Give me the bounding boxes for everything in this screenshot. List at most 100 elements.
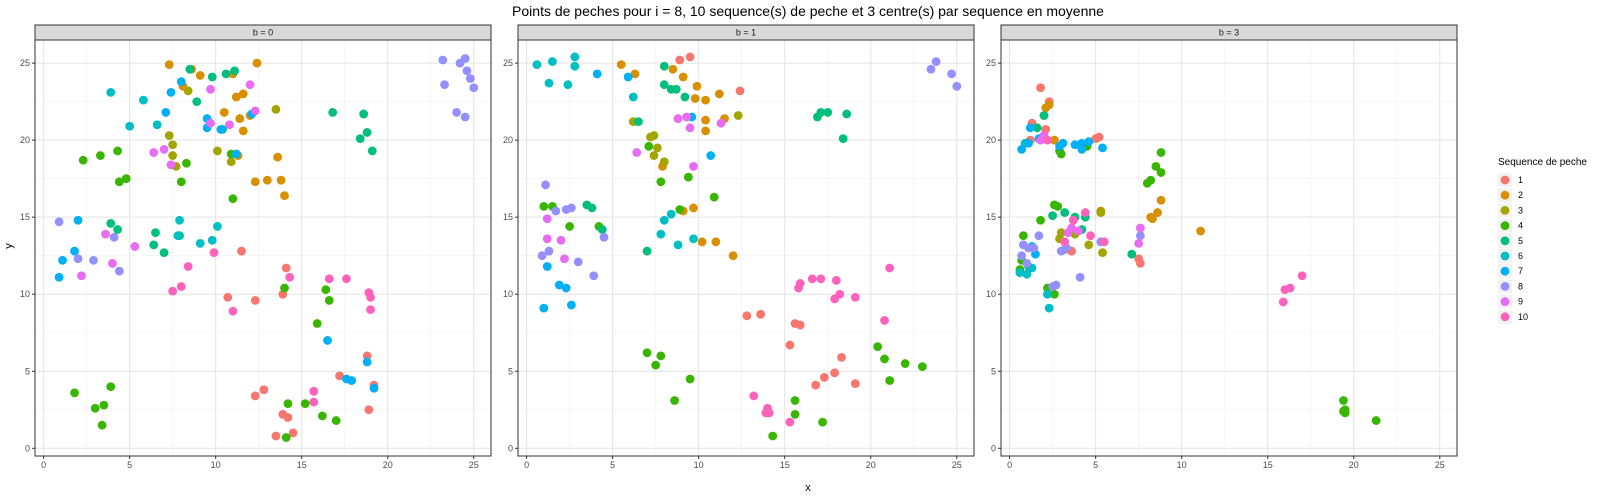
x-tick-label: 25 — [1435, 460, 1445, 470]
data-point-seq-5 — [1127, 249, 1137, 259]
y-tick-label: 15 — [20, 212, 30, 222]
data-point-seq-9 — [149, 148, 159, 157]
data-point-seq-6 — [1043, 289, 1052, 299]
data-point-seq-4 — [656, 351, 666, 361]
data-point-seq-9 — [130, 242, 140, 251]
data-point-seq-4 — [539, 202, 549, 211]
data-point-seq-8 — [73, 254, 83, 264]
data-point-seq-10 — [880, 316, 889, 325]
data-point-seq-10 — [309, 386, 319, 396]
data-point-seq-7 — [1070, 140, 1080, 150]
data-point-seq-4 — [1018, 231, 1028, 241]
data-point-seq-6 — [548, 57, 557, 66]
data-point-seq-7 — [1017, 144, 1027, 154]
y-tick-label: 10 — [986, 289, 996, 299]
data-point-seq-4 — [790, 396, 800, 405]
data-point-seq-2 — [714, 89, 724, 99]
data-point-seq-10 — [228, 306, 238, 316]
data-point-seq-10 — [366, 305, 375, 315]
data-point-seq-10 — [785, 417, 795, 427]
data-point-seq-6 — [570, 61, 580, 71]
data-point-seq-9 — [166, 160, 176, 170]
data-point-seq-2 — [711, 237, 721, 247]
data-point-seq-7 — [1084, 137, 1094, 147]
data-point-seq-2 — [701, 126, 710, 136]
data-point-seq-2 — [689, 203, 698, 213]
data-point-seq-10 — [1285, 283, 1295, 293]
data-point-seq-7 — [161, 108, 171, 117]
data-point-seq-9 — [159, 144, 169, 154]
data-point-seq-7 — [542, 262, 552, 271]
data-point-seq-4 — [331, 416, 341, 425]
data-point-seq-2 — [252, 58, 262, 68]
data-point-seq-2 — [1156, 195, 1166, 205]
data-point-seq-4 — [321, 285, 331, 294]
data-point-seq-9 — [542, 214, 552, 224]
x-tick-label: 10 — [211, 460, 221, 470]
data-point-seq-2 — [1196, 226, 1206, 236]
data-point-seq-10 — [1086, 231, 1095, 241]
data-point-seq-6 — [207, 235, 217, 245]
data-point-seq-8 — [462, 66, 472, 76]
data-point-seq-4 — [283, 399, 293, 409]
data-point-seq-6 — [570, 52, 580, 62]
data-point-seq-8 — [460, 112, 470, 122]
data-point-seq-6 — [106, 87, 116, 97]
data-point-seq-7 — [554, 280, 564, 290]
x-tick-label: 5 — [127, 460, 132, 470]
data-point-seq-10 — [1297, 271, 1307, 281]
data-point-seq-7 — [347, 376, 357, 385]
legend: Sequence de peche 1 2 3 4 5 6 7 8 9 10 — [1498, 157, 1587, 324]
data-point-seq-3 — [183, 86, 193, 96]
data-point-seq-10 — [831, 275, 841, 285]
data-point-seq-10 — [1060, 237, 1070, 247]
data-point-seq-2 — [728, 251, 738, 261]
data-point-seq-3 — [652, 143, 662, 153]
facet-strip-label: b = 0 — [253, 28, 273, 38]
data-point-seq-2 — [164, 60, 174, 70]
data-point-seq-2 — [262, 175, 272, 185]
data-point-seq-2 — [280, 191, 289, 201]
data-point-seq-4 — [121, 174, 131, 184]
data-point-seq-1 — [335, 371, 344, 381]
data-point-seq-3 — [213, 146, 222, 156]
data-point-seq-7 — [1058, 138, 1068, 148]
data-point-seq-6 — [175, 215, 184, 225]
x-tick-label: 15 — [780, 460, 790, 470]
data-point-seq-4 — [1056, 149, 1066, 159]
data-point-seq-4 — [768, 431, 778, 441]
legend-label-seq-8: 8 — [1518, 281, 1523, 291]
legend-title: Sequence de peche — [1498, 157, 1587, 168]
data-point-seq-4 — [95, 151, 105, 160]
data-point-seq-5 — [113, 225, 122, 234]
x-tick-label: 5 — [610, 460, 615, 470]
data-point-seq-2 — [235, 114, 245, 123]
data-point-seq-8 — [109, 232, 119, 242]
panel-border — [1000, 39, 1458, 457]
data-point-seq-4 — [1339, 396, 1348, 405]
data-point-seq-5 — [838, 134, 848, 144]
data-point-seq-9 — [1067, 223, 1076, 233]
x-tick-label: 20 — [866, 460, 876, 470]
data-point-seq-10 — [176, 282, 186, 291]
data-point-seq-7 — [54, 272, 64, 282]
data-point-seq-2 — [1044, 100, 1054, 110]
facet-panel-1: b = 0 0 0 5 5 10 10 15 15 20 20 25 25 — [20, 24, 492, 470]
data-point-seq-2 — [238, 89, 248, 99]
data-point-seq-9 — [1134, 238, 1144, 248]
data-point-seq-2 — [668, 64, 678, 74]
data-point-seq-9 — [682, 112, 692, 122]
x-tick-label: 10 — [694, 460, 704, 470]
y-tick-label: 25 — [503, 58, 513, 68]
data-point-seq-7 — [70, 246, 79, 256]
data-point-seq-1 — [259, 385, 269, 395]
y-tick-label: 20 — [503, 135, 513, 145]
data-point-seq-4 — [670, 396, 679, 405]
data-point-seq-1 — [756, 309, 766, 319]
data-point-seq-4 — [885, 376, 895, 385]
data-point-seq-5 — [680, 92, 690, 102]
data-point-seq-5 — [659, 80, 669, 90]
data-point-seq-8 — [465, 74, 475, 83]
data-point-seq-8 — [114, 266, 124, 276]
data-point-seq-1 — [811, 380, 821, 390]
